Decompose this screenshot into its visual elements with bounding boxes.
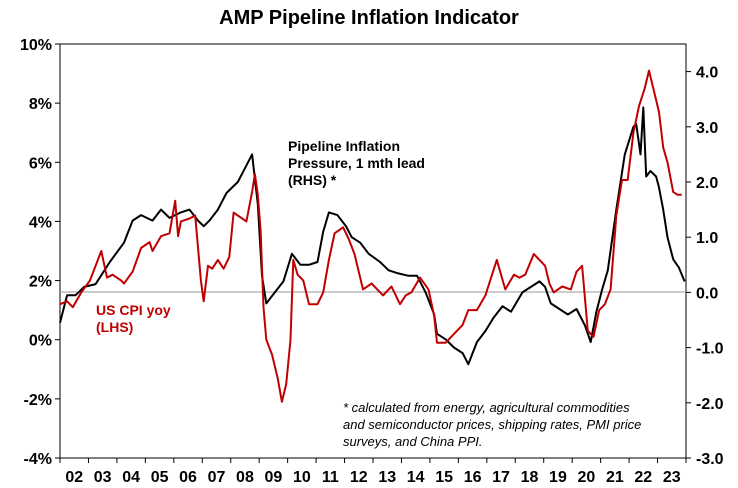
- x-tick-label: 15: [435, 469, 453, 486]
- x-tick-label: 06: [179, 469, 197, 486]
- pipeline-label-line-2: Pressure, 1 mth lead: [288, 155, 425, 171]
- x-tick-label: 21: [606, 469, 624, 486]
- left-tick-label: 0%: [29, 333, 52, 350]
- right-tick-label: -1.0: [696, 341, 724, 358]
- left-tick-label: 2%: [29, 274, 52, 291]
- x-tick-label: 22: [634, 469, 652, 486]
- x-tick-label: 05: [151, 469, 169, 486]
- x-tick-label: 18: [521, 469, 539, 486]
- x-tick-label: 23: [663, 469, 681, 486]
- x-tick-label: 03: [94, 469, 112, 486]
- left-axis-ticks: -4% -2% 0% 2% 4% 6% 8% 10%: [20, 37, 60, 468]
- left-tick-label: -4%: [24, 451, 52, 468]
- right-tick-label: 3.0: [696, 120, 718, 137]
- left-tick-label: 6%: [29, 155, 52, 172]
- right-tick-label: 1.0: [696, 230, 718, 247]
- left-tick-label: 4%: [29, 214, 52, 231]
- left-tick-label: -2%: [24, 392, 52, 409]
- footnote-line-1: * calculated from energy, agricultural c…: [343, 400, 630, 415]
- x-tick-label: 20: [578, 469, 596, 486]
- right-tick-label: 2.0: [696, 175, 718, 192]
- cpi-label-line-1: US CPI yoy: [96, 302, 171, 318]
- x-tick-label: 11: [322, 469, 339, 486]
- footnote: * calculated from energy, agricultural c…: [343, 400, 641, 449]
- x-tick-label: 14: [407, 469, 425, 486]
- x-tick-label: 07: [208, 469, 226, 486]
- x-tick-label: 12: [350, 469, 368, 486]
- x-tick-label: 17: [492, 469, 510, 486]
- x-tick-label: 13: [378, 469, 396, 486]
- footnote-line-2: and semiconductor prices, shipping rates…: [343, 417, 641, 432]
- x-tick-label: 19: [549, 469, 567, 486]
- x-tick-label: 09: [265, 469, 283, 486]
- us-cpi-series-line: [59, 69, 682, 403]
- cpi-label-line-2: (LHS): [96, 319, 133, 335]
- x-tick-label: 02: [65, 469, 83, 486]
- right-axis-ticks: -3.0 -2.0 -1.0 0.0 1.0 2.0 3.0 4.0: [686, 65, 724, 468]
- cpi-annotation: US CPI yoy (LHS): [96, 302, 171, 335]
- left-tick-label: 8%: [29, 96, 52, 113]
- x-tick-label: 08: [236, 469, 254, 486]
- x-axis-ticks: 02 03 04 05 06 07 08 09 10 11 12 13 14 15 16 17 18 19 20 21…: [59, 458, 687, 486]
- plot-area: [59, 43, 687, 459]
- x-tick-label: 10: [293, 469, 311, 486]
- x-tick-label: 04: [122, 469, 140, 486]
- right-tick-label: -3.0: [696, 451, 724, 468]
- right-tick-label: 0.0: [696, 285, 718, 302]
- pipeline-label-line-3: (RHS) *: [288, 172, 337, 188]
- pipeline-annotation: Pipeline Inflation Pressure, 1 mth lead …: [288, 138, 425, 188]
- left-tick-label: 10%: [20, 37, 52, 54]
- pipeline-label-line-1: Pipeline Inflation: [288, 138, 400, 154]
- footnote-line-3: surveys, and China PPI.: [343, 434, 482, 449]
- right-tick-label: -2.0: [696, 396, 724, 413]
- x-tick-label: 16: [464, 469, 482, 486]
- chart-title: AMP Pipeline Inflation Indicator: [219, 7, 519, 29]
- right-tick-label: 4.0: [696, 65, 718, 82]
